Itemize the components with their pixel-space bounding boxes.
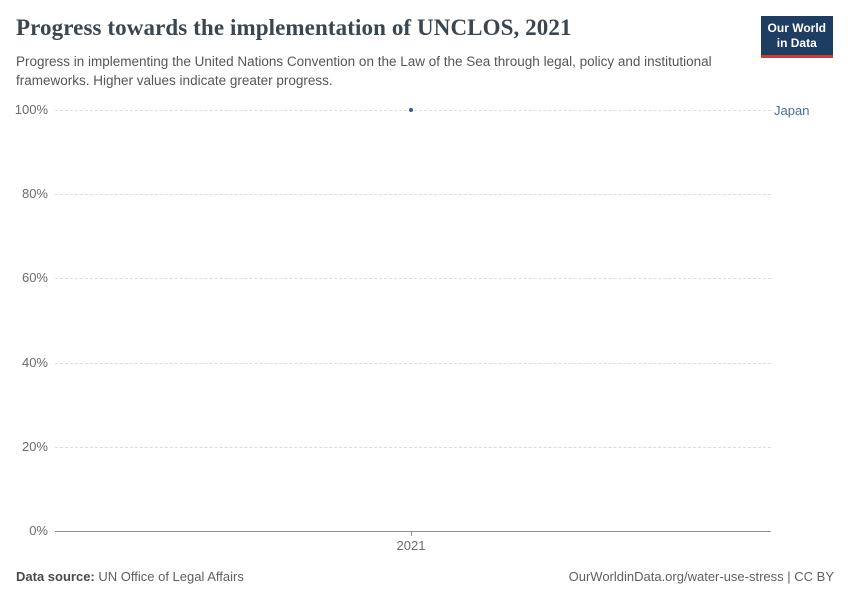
data-source-label: Data source:	[16, 569, 95, 584]
chart-subtitle: Progress in implementing the United Nati…	[16, 54, 712, 89]
x-axis-line	[55, 531, 771, 532]
series-label-japan[interactable]: Japan	[774, 103, 810, 118]
y-tick-label: 40%	[21, 355, 48, 370]
y-tick-label: 100%	[14, 102, 48, 117]
y-tick-label: 0%	[29, 523, 48, 538]
y-tick-label: 60%	[21, 270, 48, 285]
gridline-20pct	[55, 447, 771, 448]
data-source-value: UN Office of Legal Affairs	[98, 569, 244, 584]
owid-logo[interactable]: Our World in Data	[760, 16, 833, 58]
x-tick-label: 2021	[396, 538, 426, 553]
page-title: Progress towards the implementation of U…	[16, 15, 572, 40]
y-tick-label: 20%	[21, 439, 48, 454]
gridline-100pct	[55, 110, 771, 111]
y-tick-label: 80%	[21, 186, 48, 201]
x-tick-mark	[411, 532, 412, 536]
gridline-60pct	[55, 278, 771, 279]
credit-link[interactable]: OurWorldinData.org/water-use-stress | CC…	[568, 569, 834, 584]
gridline-40pct	[55, 363, 771, 364]
data-point-japan[interactable]	[409, 108, 413, 112]
logo-line-1: Our World	[767, 21, 826, 35]
logo-line-2: in Data	[776, 36, 817, 50]
data-source: Data source: UN Office of Legal Affairs	[16, 569, 244, 584]
gridline-80pct	[55, 194, 771, 195]
